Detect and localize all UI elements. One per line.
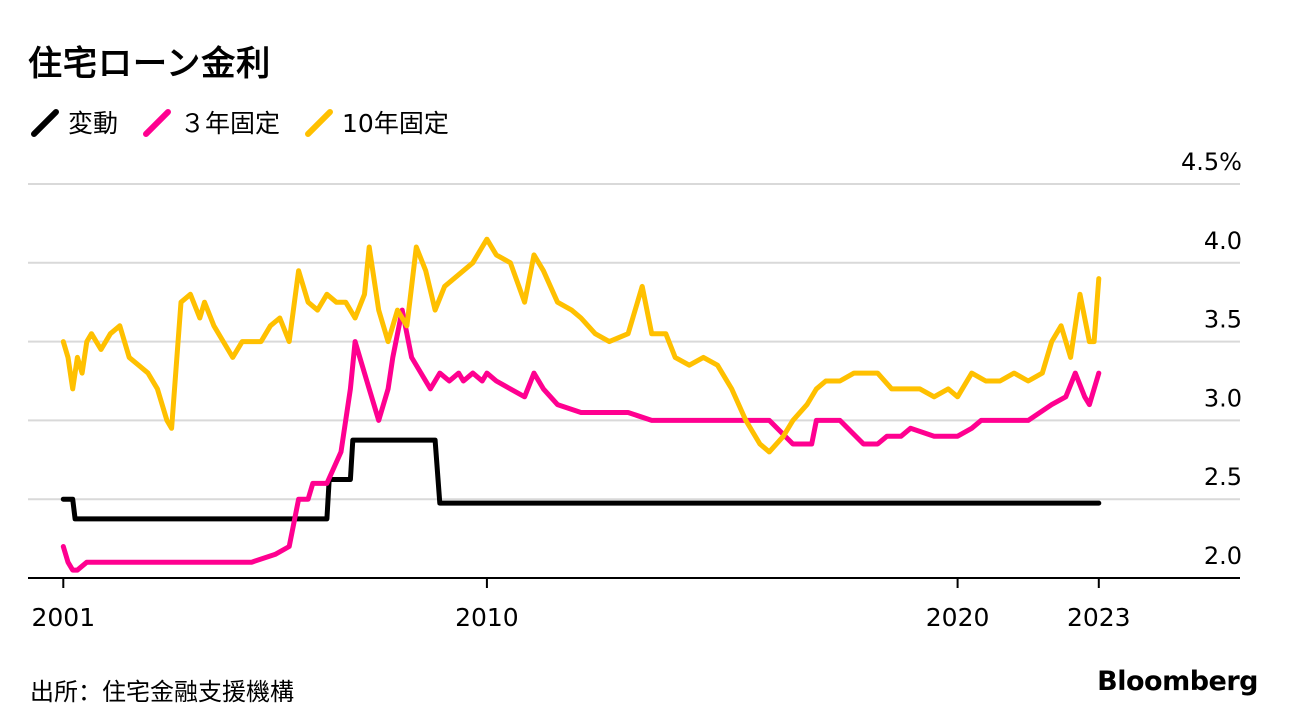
source-note: 出所：住宅金融支援機構	[30, 678, 294, 706]
brand-logo: Bloomberg	[1097, 666, 1258, 697]
chart-title: 住宅ローン金利	[28, 44, 272, 84]
legend-item-3yr-fixed: ３年固定	[142, 104, 280, 140]
legend-label-10yr-fixed: 10年固定	[342, 109, 449, 138]
series-line-10yr-fixed	[60, 236, 1102, 455]
x-tick-label-2: 2020	[926, 603, 990, 632]
y-tick-label-3: 3.5	[1204, 306, 1242, 334]
y-tick-label-2: 3.0	[1204, 384, 1242, 412]
x-tick-label-0: 2001	[31, 603, 95, 632]
y-tick-label-0: 2.0	[1204, 542, 1242, 570]
legend-swatch-3yr-fixed	[143, 109, 172, 137]
legend-swatch-variable	[31, 109, 59, 137]
legend: 変動 ３年固定 10年固定	[30, 104, 473, 140]
y-tick-label-4: 4.0	[1204, 227, 1242, 255]
legend-label-variable: 変動	[68, 109, 119, 138]
series-line-3yr-fixed	[60, 307, 1102, 573]
legend-swatch-10yr-fixed	[305, 109, 334, 137]
legend-item-variable: 変動	[30, 104, 118, 140]
y-tick-label-1: 2.5	[1204, 463, 1242, 491]
x-tick-label-3: 2023	[1067, 603, 1131, 632]
series-line-variable	[60, 437, 1102, 522]
x-tick-label-1: 2010	[455, 603, 519, 632]
legend-label-3yr-fixed: ３年固定	[180, 109, 281, 138]
y-tick-label-5: 4.5%	[1181, 148, 1242, 176]
legend-item-10yr-fixed: 10年固定	[304, 104, 449, 140]
